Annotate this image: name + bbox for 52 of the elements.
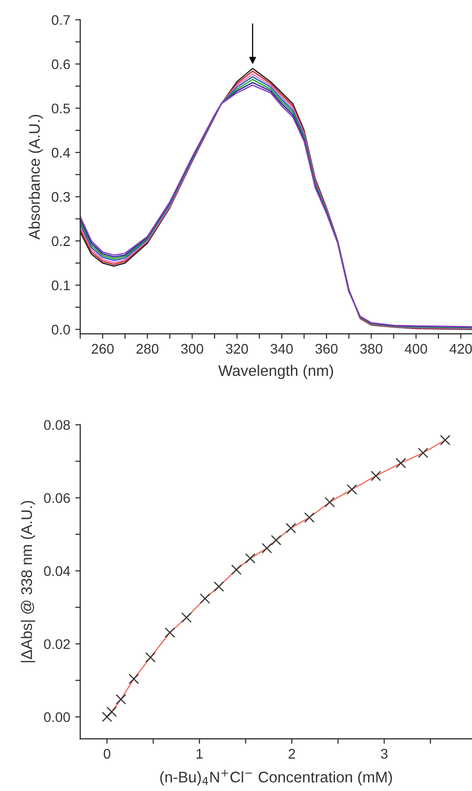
x-tick-label: 380	[360, 344, 382, 354]
point	[128, 674, 140, 684]
x-tick-label: 260	[92, 344, 114, 354]
y-tick-label: 0.2	[52, 236, 70, 246]
y-tick-label: 0.4	[52, 148, 70, 158]
point	[346, 484, 358, 495]
point	[324, 496, 335, 508]
x-tick-label: 280	[136, 344, 158, 354]
point	[231, 564, 242, 575]
x-axis-title: Wavelength (nm)	[218, 364, 334, 380]
point	[270, 534, 282, 546]
x-tick-label: 360	[315, 344, 338, 354]
x-tick-label: 420	[450, 344, 472, 354]
x-tick-label: 3	[380, 748, 388, 759]
y-axis-title: |ΔAbs| @ 338 nm (A.U.)	[20, 500, 36, 662]
x-axis-title: (n-Bu)$_{4}$N$^{+}$Cl$^{−}$ Concentration (mM)	[160, 770, 392, 786]
x-tick-label: 2	[288, 748, 295, 759]
x-tick-label: 300	[181, 344, 204, 354]
y-tick-label: 0.0	[52, 324, 70, 335]
y-tick-label: 0.3	[52, 192, 70, 202]
point	[440, 434, 450, 446]
y-tick-label: 0.7	[52, 15, 70, 25]
point	[181, 612, 192, 623]
x-tick-label: 0	[104, 748, 110, 759]
point	[106, 706, 117, 717]
y-tick-label: 0.1	[52, 280, 70, 290]
point	[286, 522, 296, 534]
point	[200, 593, 210, 604]
y-tick-label: 0.06	[44, 493, 70, 503]
point	[214, 581, 224, 592]
y-tick-label: 0.08	[44, 420, 70, 430]
point	[164, 627, 176, 638]
point	[262, 542, 272, 554]
y-tick-label: 0.00	[44, 712, 70, 722]
y-tick-label: 0.02	[44, 639, 70, 650]
point	[116, 694, 126, 705]
point	[145, 652, 156, 663]
point	[102, 712, 112, 722]
x-tick-label: 1	[196, 749, 203, 759]
y-axis-title: Absorbance (A.U.)	[28, 114, 43, 240]
point	[418, 448, 428, 458]
point	[245, 553, 256, 564]
y-tick-label: 0.04	[44, 566, 70, 576]
point	[370, 470, 382, 482]
y-tick-label: 0.5	[52, 104, 70, 114]
y-tick-label: 0.6	[52, 59, 70, 70]
point	[304, 512, 315, 523]
x-tick-label: 320	[226, 344, 248, 354]
x-tick-label: 400	[404, 344, 428, 354]
point	[396, 458, 406, 468]
x-tick-label: 340	[270, 344, 293, 354]
line-series	[111, 439, 446, 712]
